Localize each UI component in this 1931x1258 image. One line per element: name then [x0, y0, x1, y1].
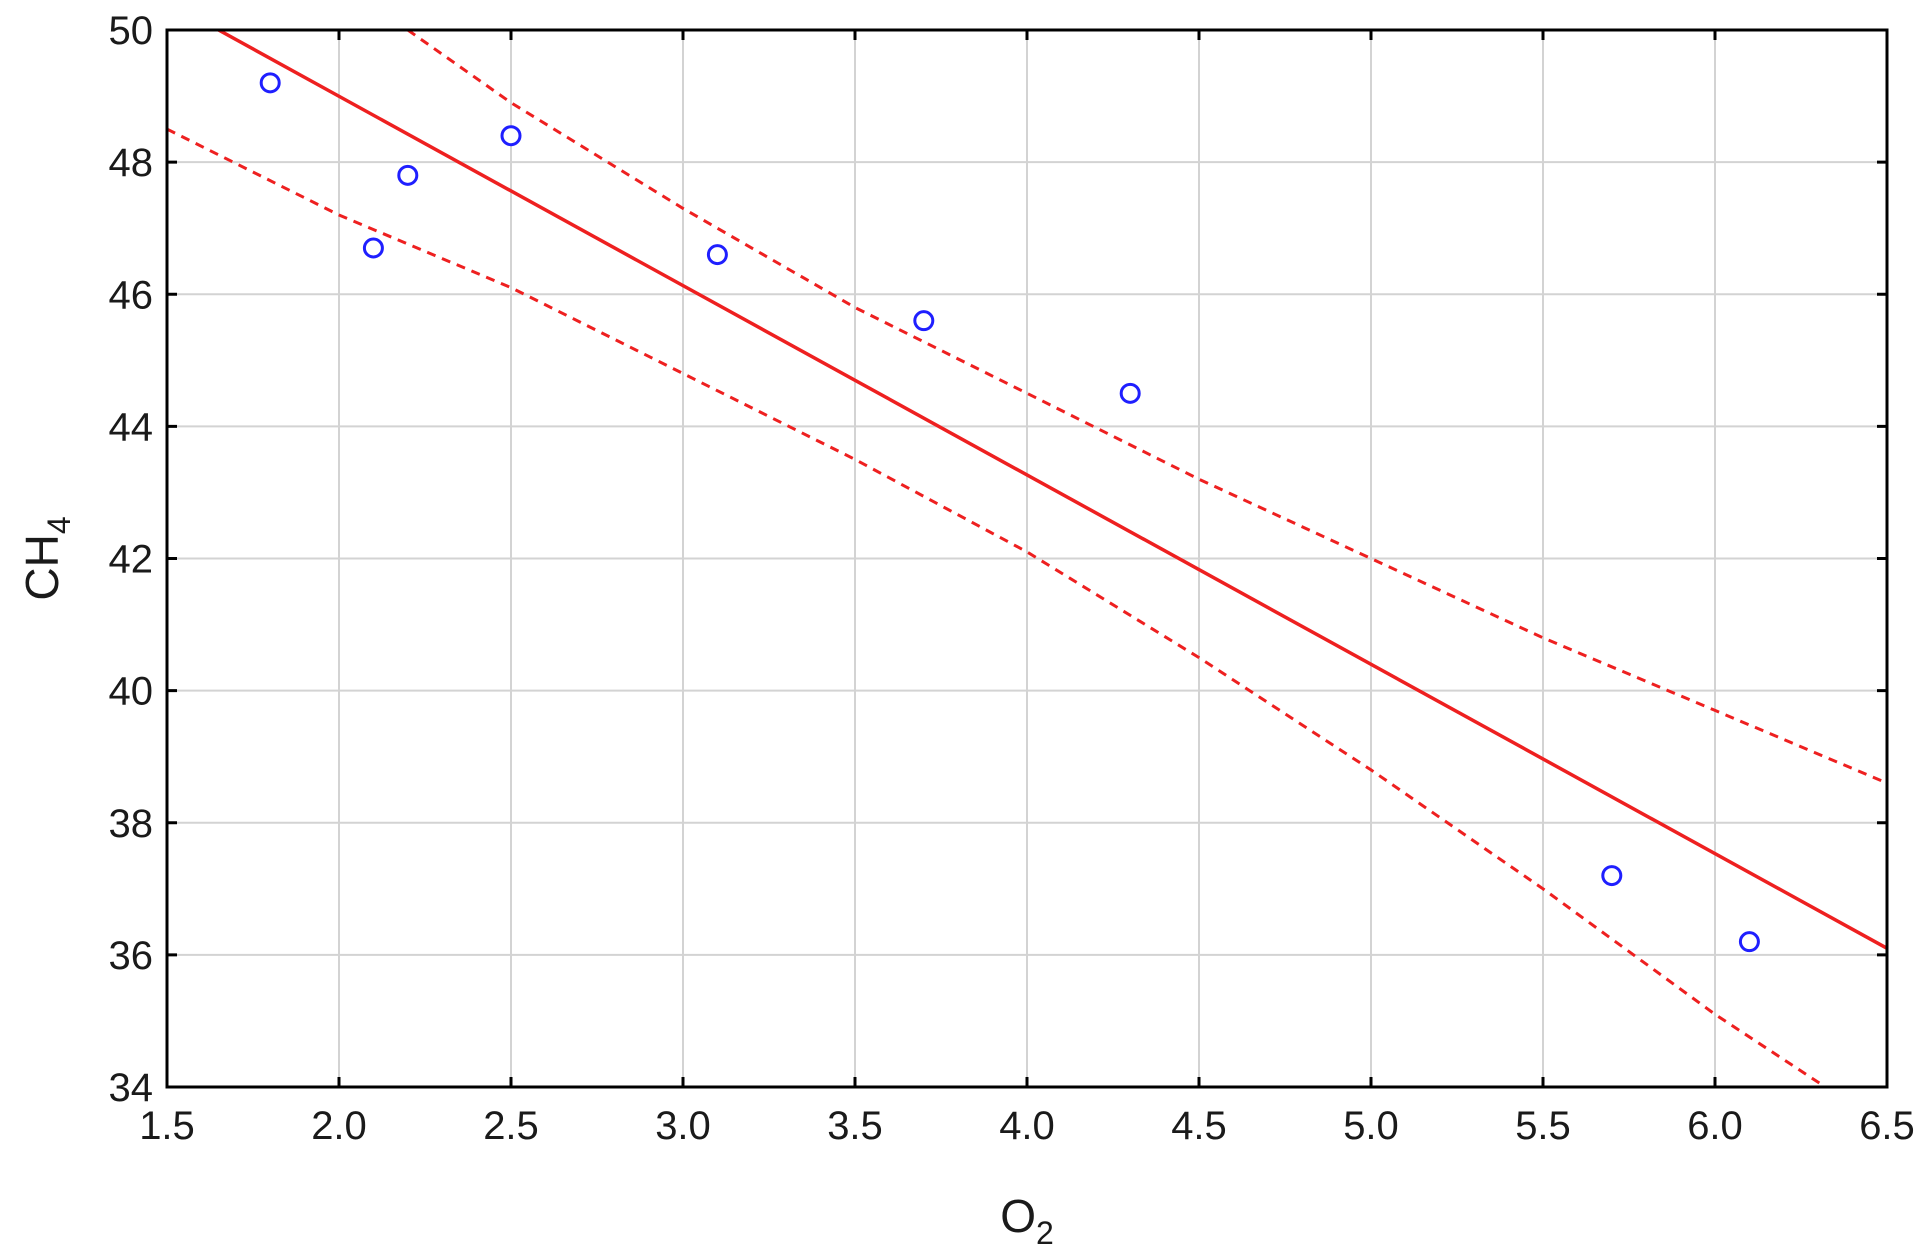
y-tick-label: 40: [109, 670, 154, 714]
y-axis-title-main: CH: [16, 534, 68, 600]
plot-series: [167, 30, 1887, 1087]
regression-line: [217, 30, 1887, 950]
y-tick-label: 42: [109, 538, 154, 582]
data-point: [500, 125, 522, 147]
data-point: [1119, 382, 1141, 404]
data-point: [913, 310, 935, 332]
confidence-band-upper: [406, 30, 1887, 785]
x-tick-label: 5.5: [1515, 1104, 1571, 1148]
x-axis-title-subscript: 2: [1036, 1215, 1054, 1251]
x-tick-label: 1.5: [139, 1104, 195, 1148]
x-axis-title-main: O: [1000, 1190, 1036, 1242]
data-point: [259, 72, 281, 94]
y-tick-label: 38: [109, 802, 154, 846]
x-tick-label: 5.0: [1343, 1104, 1399, 1148]
x-tick-label: 6.0: [1687, 1104, 1743, 1148]
y-tick-labels: 34 36 38 40 42 44 46 48 50: [109, 9, 154, 1110]
confidence-band-lower: [167, 127, 1829, 1087]
x-tick-label: 3.0: [655, 1104, 711, 1148]
y-tick-label: 48: [109, 141, 154, 185]
y-tick-label: 44: [109, 405, 154, 449]
x-tick-label: 4.0: [999, 1104, 1055, 1148]
y-axis-title-subscript: 4: [41, 516, 77, 534]
data-point: [1738, 931, 1760, 953]
x-tick-label: 2.0: [311, 1104, 367, 1148]
y-tick-label: 34: [109, 1066, 154, 1110]
x-tick-label: 6.5: [1859, 1104, 1915, 1148]
data-point: [362, 237, 384, 259]
x-tick-labels: 1.5 2.0 2.5 3.0 3.5 4.0 4.5 5.0 5.5 6.0 6.5: [139, 1104, 1915, 1148]
plot-frame: [165, 28, 1889, 1089]
x-tick-label: 2.5: [483, 1104, 539, 1148]
data-point: [706, 244, 728, 266]
y-tick-label: 46: [109, 273, 154, 317]
x-axis-title: O2: [1000, 1190, 1054, 1251]
y-tick-label: 50: [109, 9, 154, 53]
x-tick-label: 3.5: [827, 1104, 883, 1148]
grid: [167, 30, 1887, 1087]
data-point: [1601, 865, 1623, 887]
y-tick-label: 36: [109, 934, 154, 978]
x-tick-label: 4.5: [1171, 1104, 1227, 1148]
y-axis-title: CH4: [16, 516, 77, 600]
data-point: [397, 164, 419, 186]
